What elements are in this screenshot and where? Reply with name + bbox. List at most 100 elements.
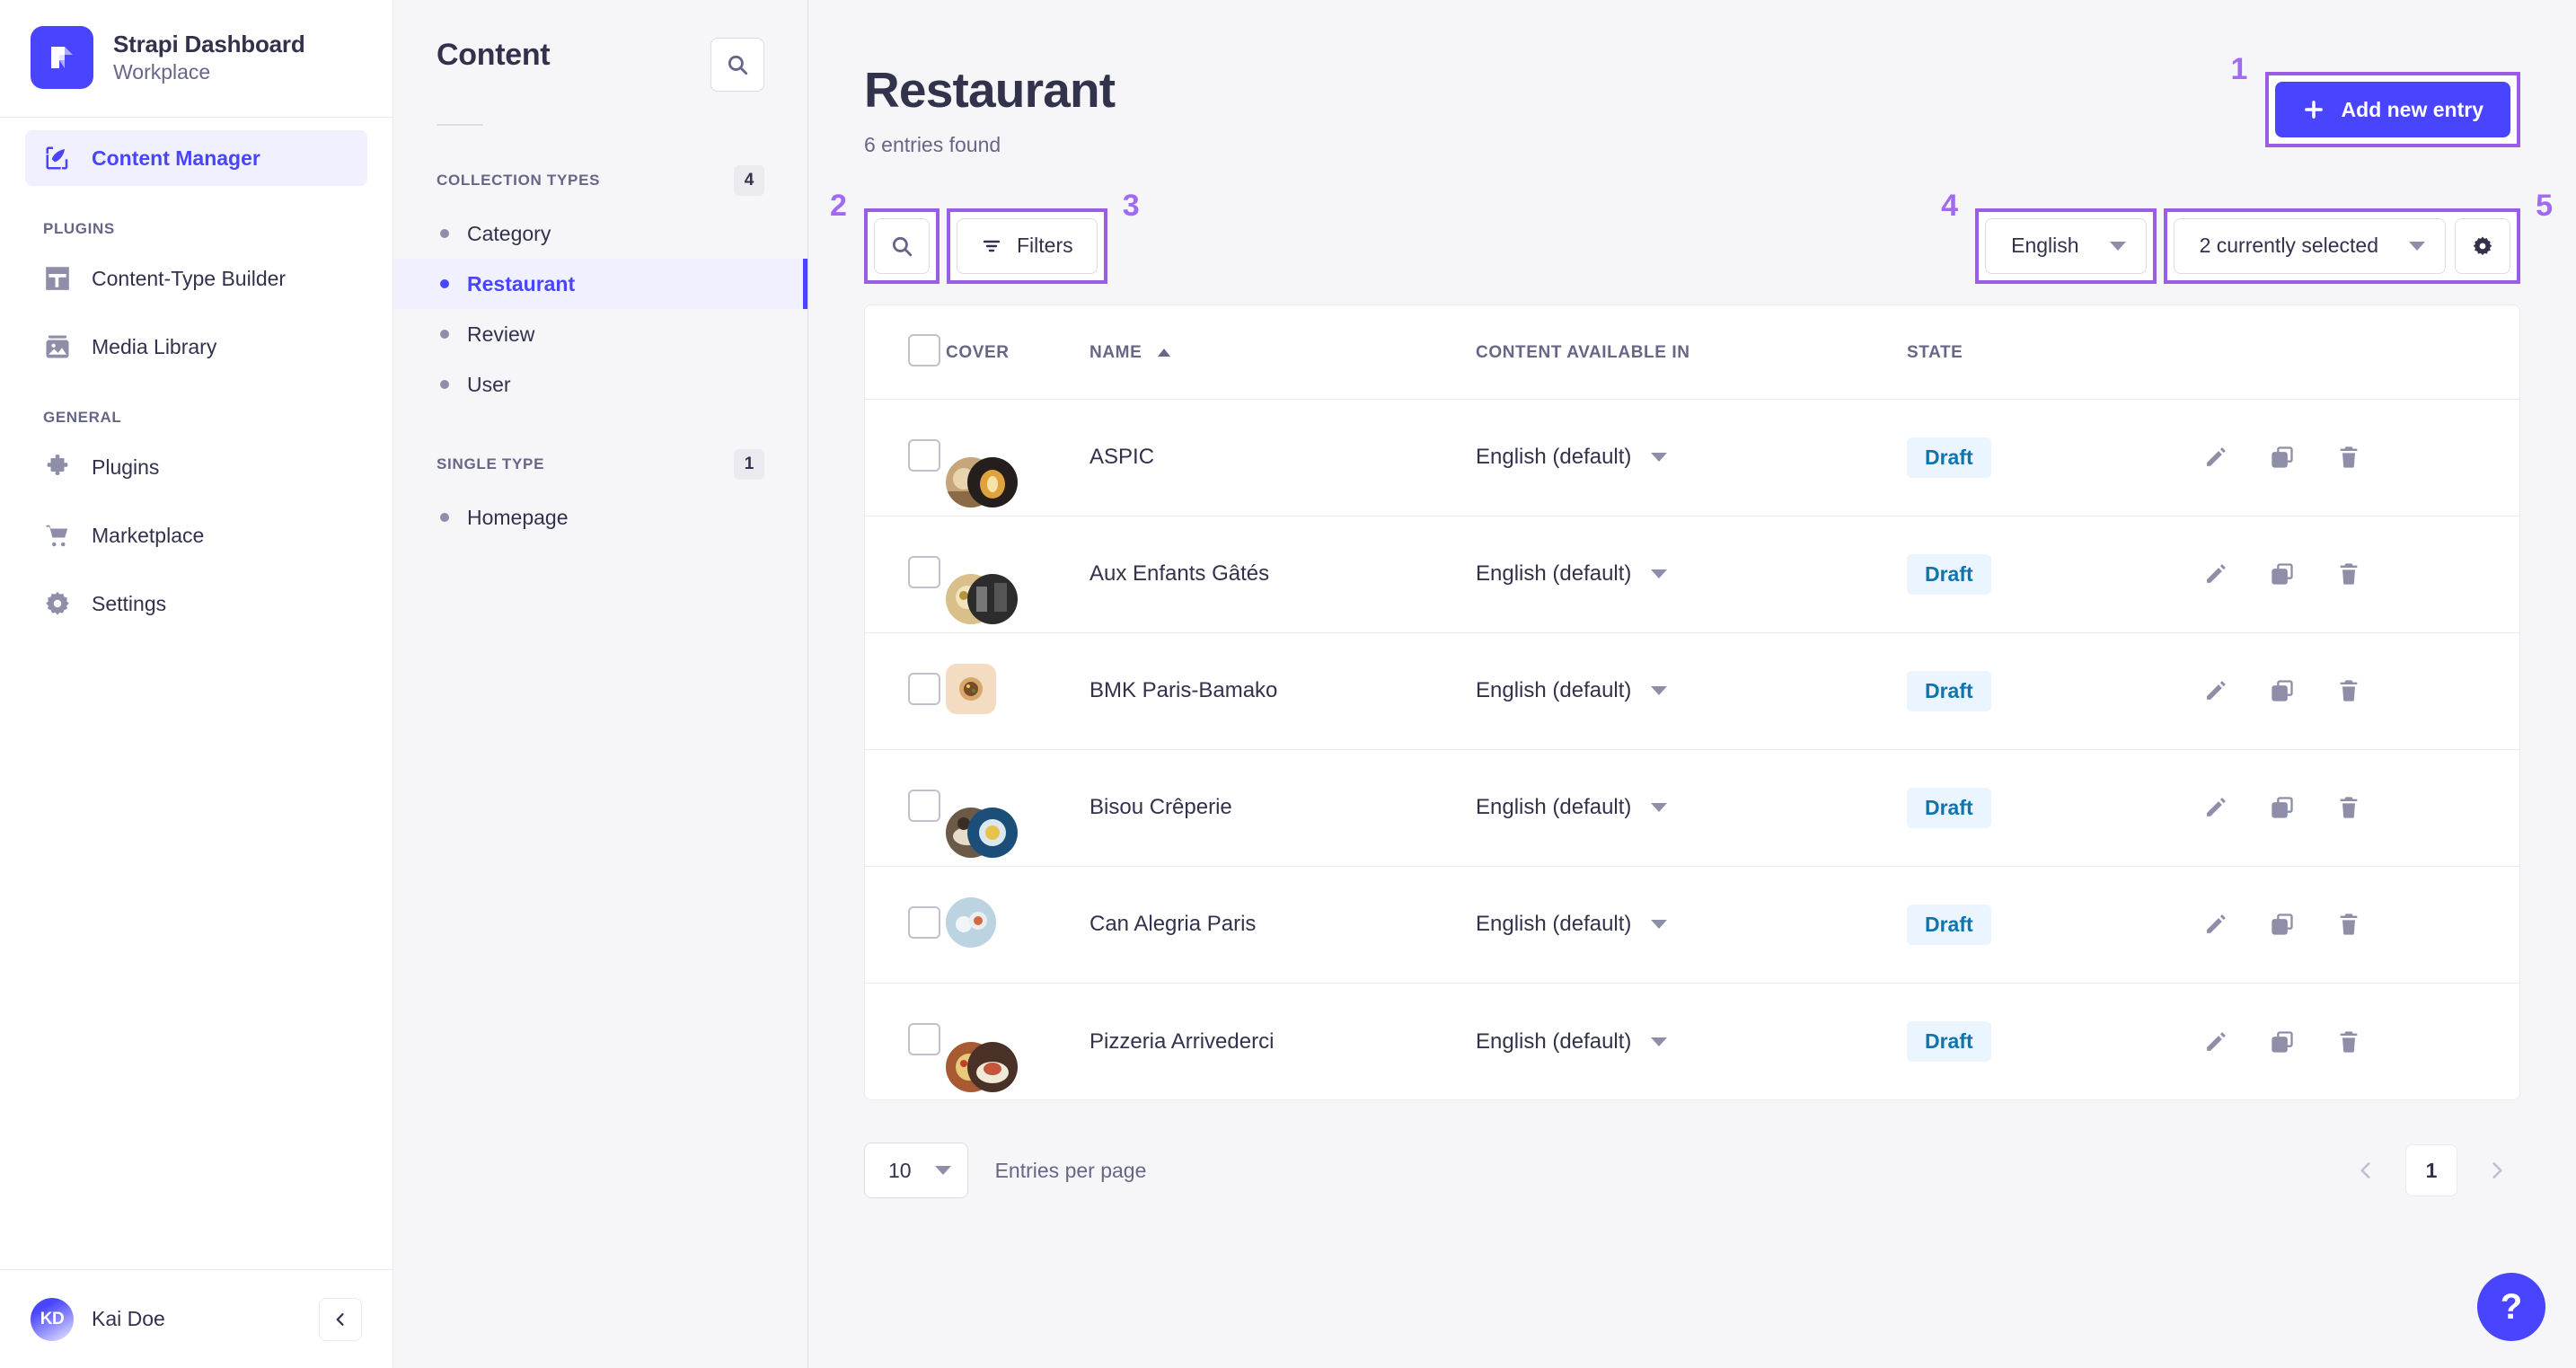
duplicate-icon[interactable] [2270, 912, 2295, 937]
table-footer: 10 Entries per page 1 [864, 1134, 2520, 1206]
table-row[interactable]: Bisou Crêperie English (default) Draft [865, 749, 2519, 867]
row-state-cell: Draft [1907, 749, 2203, 867]
sidebar-group-general-label: GENERAL [43, 409, 122, 426]
column-header-content-available-in[interactable]: CONTENT AVAILABLE IN [1476, 304, 1907, 400]
sidebar-item-media-library[interactable]: Media Library [25, 319, 367, 375]
entry-name: ASPIC [1090, 445, 1155, 470]
annotation-box: Add new entry [2264, 72, 2520, 147]
table-row[interactable]: BMK Paris-Bamako English (default) Draft [865, 632, 2519, 750]
duplicate-icon[interactable] [2270, 678, 2295, 703]
page-number-1[interactable]: 1 [2405, 1144, 2457, 1197]
edit-pencil-icon[interactable] [2203, 1029, 2228, 1055]
row-actions-cell [2203, 516, 2519, 633]
column-header-cover[interactable]: COVER [946, 304, 1090, 400]
duplicate-icon[interactable] [2270, 1029, 2295, 1055]
row-actions [2203, 912, 2519, 937]
row-checkbox[interactable] [908, 1023, 940, 1055]
content-available-in-select[interactable]: English (default) [1476, 912, 1668, 937]
delete-trash-icon[interactable] [2336, 561, 2361, 587]
cart-icon [43, 521, 72, 550]
entry-name: BMK Paris-Bamako [1090, 678, 1278, 703]
table-row[interactable]: Aux Enfants Gâtés English (default) Draf… [865, 516, 2519, 633]
edit-pencil-icon[interactable] [2203, 912, 2228, 937]
filters-button[interactable]: Filters [957, 217, 1098, 274]
duplicate-icon[interactable] [2270, 561, 2295, 587]
content-available-in-select[interactable]: English (default) [1476, 445, 1668, 470]
status-badge: Draft [1907, 904, 1991, 945]
delete-trash-icon[interactable] [2336, 678, 2361, 703]
brand-subtitle: Workplace [113, 60, 211, 84]
duplicate-icon[interactable] [2270, 795, 2295, 820]
next-page-button[interactable] [2474, 1147, 2520, 1194]
edit-pencil-icon[interactable] [2203, 445, 2228, 470]
edit-pencil-icon[interactable] [2203, 795, 2228, 820]
content-available-in-select[interactable]: English (default) [1476, 795, 1668, 820]
sort-ascending-icon[interactable] [1158, 349, 1171, 357]
delete-trash-icon[interactable] [2336, 795, 2361, 820]
subnav-title: Content [437, 38, 551, 72]
sidebar-item-plugins[interactable]: Plugins [25, 439, 367, 495]
locale-select[interactable]: English [1985, 217, 2147, 274]
column-header-name-label: NAME [1090, 342, 1142, 362]
subnav-item-user[interactable]: User [393, 359, 807, 410]
toolbar-right-group: 4 English 2 currently selected [1941, 190, 2553, 284]
brand-header[interactable]: Strapi Dashboard Workplace [0, 0, 393, 118]
toolbar-left-group: 2 [830, 190, 1140, 284]
table-row[interactable]: ASPIC English (default) Draft [865, 399, 2519, 516]
subnav-item-review[interactable]: Review [393, 309, 807, 359]
subnav-item-restaurant[interactable]: Restaurant [393, 259, 807, 309]
table-row[interactable]: Pizzeria Arrivederci English (default) D… [865, 983, 2519, 1099]
sidebar-item-label: Marketplace [92, 523, 205, 547]
delete-trash-icon[interactable] [2336, 445, 2361, 470]
row-checkbox[interactable] [908, 438, 940, 472]
content-available-in-select[interactable]: English (default) [1476, 1029, 1668, 1055]
delete-trash-icon[interactable] [2336, 1029, 2361, 1055]
table-row[interactable]: Can Alegria Paris English (default) Draf… [865, 866, 2519, 984]
sidebar-item-settings[interactable]: Settings [25, 576, 367, 631]
subnav-search-button[interactable] [710, 38, 764, 92]
edit-pencil-icon[interactable] [2203, 561, 2228, 587]
sidebar-collapse-button[interactable] [319, 1297, 362, 1341]
sidebar-item-marketplace[interactable]: Marketplace [25, 507, 367, 563]
row-checkbox[interactable] [908, 905, 940, 939]
sidebar-item-content-manager[interactable]: Content Manager [25, 130, 367, 186]
row-select-cell [865, 749, 946, 867]
help-button[interactable]: ? [2477, 1273, 2545, 1341]
delete-trash-icon[interactable] [2336, 912, 2361, 937]
row-checkbox[interactable] [908, 555, 940, 588]
duplicate-icon[interactable] [2270, 445, 2295, 470]
row-select-cell [865, 632, 946, 750]
table-search-button[interactable] [874, 217, 930, 274]
row-name-cell: Can Alegria Paris [1090, 866, 1476, 984]
image-icon [43, 332, 72, 361]
content-available-in-select[interactable]: English (default) [1476, 678, 1668, 703]
subnav-item-label: Review [467, 322, 535, 346]
row-state-cell: Draft [1907, 516, 2203, 633]
table-settings-button[interactable] [2455, 217, 2510, 274]
previous-page-button[interactable] [2342, 1147, 2389, 1194]
content-available-in-select[interactable]: English (default) [1476, 561, 1668, 587]
annotation-box: 2 currently selected [2163, 207, 2520, 284]
column-header-state[interactable]: STATE [1907, 304, 2203, 400]
user-profile-chip[interactable]: KD Kai Doe [31, 1297, 165, 1341]
subnav-item-category[interactable]: Category [393, 208, 807, 259]
row-actions-cell [2203, 632, 2519, 750]
entries-table-card: COVER NAME CONTENT AVAILABLE IN STATE [864, 304, 2520, 1101]
pagination: 1 [2342, 1144, 2520, 1197]
status-badge: Draft [1907, 787, 1991, 828]
annotation-box: English [1975, 207, 2157, 284]
add-new-entry-button[interactable]: Add new entry [2274, 82, 2510, 137]
row-checkbox[interactable] [908, 672, 940, 705]
sidebar-item-content-type-builder[interactable]: Content-Type Builder [25, 251, 367, 306]
select-all-checkbox[interactable] [908, 333, 940, 366]
entries-per-page-select[interactable]: 10 [864, 1143, 968, 1199]
fields-select[interactable]: 2 currently selected [2173, 217, 2446, 274]
edit-pencil-icon[interactable] [2203, 678, 2228, 703]
per-page-group: 10 Entries per page [864, 1143, 1146, 1199]
column-header-name[interactable]: NAME [1090, 304, 1476, 400]
subnav-item-homepage[interactable]: Homepage [393, 492, 807, 543]
row-checkbox[interactable] [908, 789, 940, 822]
chevron-left-icon [331, 1311, 349, 1328]
chevron-down-icon [1651, 453, 1668, 463]
